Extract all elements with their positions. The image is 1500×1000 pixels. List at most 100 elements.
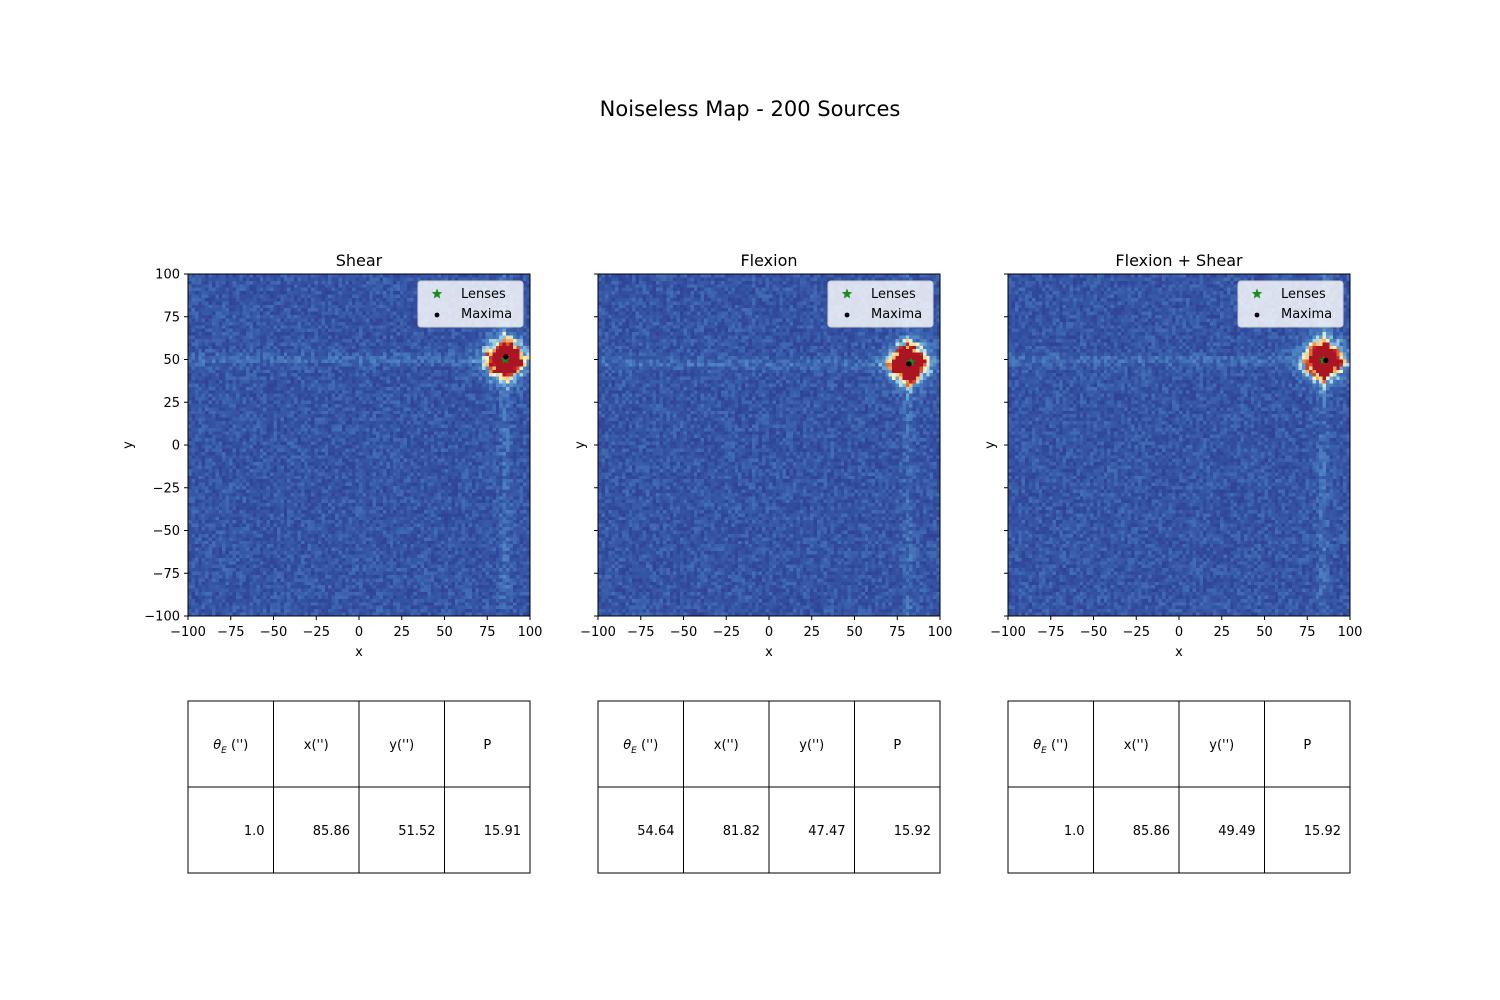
x-tick-label: −75: [627, 625, 654, 640]
heatmap-image: [1008, 274, 1350, 616]
x-tick-label: 100: [1338, 625, 1363, 640]
y-tick-label: −50: [153, 524, 180, 539]
x-tick-label: −50: [260, 625, 287, 640]
maxima-marker: [906, 361, 912, 367]
panel-title: Shear: [336, 251, 383, 270]
x-axis-label: x: [765, 645, 773, 660]
results-table: θE ('') x('') y('') P 54.64 81.82 47.47 15.92: [597, 700, 941, 874]
table-value-cell: 15.92: [1304, 824, 1341, 839]
table-cell: [1093, 786, 1180, 874]
heatmap-image: [188, 274, 530, 616]
x-tick-label: −50: [670, 625, 697, 640]
x-tick-label: 100: [928, 625, 953, 640]
table-cell: [1264, 786, 1351, 874]
x-tick-label: 0: [1175, 625, 1183, 640]
table-header-cell: P: [483, 738, 491, 753]
table-value-cell: 54.64: [637, 824, 674, 839]
results-table: θE ('') x('') y('') P 1.0 85.86 49.49 15.92: [1007, 700, 1351, 874]
table-value-cell: 81.82: [723, 824, 760, 839]
table-cell: [768, 786, 855, 874]
table-header-cell: θE (''): [213, 738, 248, 756]
table-value-cell: 85.86: [1133, 824, 1170, 839]
table-value-cell: 49.49: [1218, 824, 1255, 839]
x-tick-label: 75: [889, 625, 906, 640]
x-tick-label: −25: [1123, 625, 1150, 640]
y-tick-label: −75: [153, 567, 180, 582]
panels-group: Shear −100 −75 −50 −25 0 25 50 75 100 −100 −75 −50 −2…: [121, 251, 1362, 660]
legend-box: [827, 280, 934, 328]
table-header-cell: y(''): [1209, 738, 1234, 753]
table-header-cell: P: [893, 738, 901, 753]
y-axis-label: y: [983, 441, 998, 449]
x-tick-label: 50: [1256, 625, 1273, 640]
table-cell: [187, 786, 274, 874]
x-tick-label: 75: [479, 625, 496, 640]
x-tick-label: 50: [846, 625, 863, 640]
table-cell: [1093, 700, 1180, 788]
table-cell: [854, 700, 941, 788]
table-value-cell: 1.0: [244, 824, 265, 839]
legend-maxima-label: Maxima: [461, 307, 512, 322]
legend: Lenses Maxima: [827, 280, 934, 328]
y-tick-label: 0: [172, 439, 180, 454]
x-tick-label: 25: [1213, 625, 1230, 640]
x-axis-label: x: [355, 645, 363, 660]
table-cell: [1007, 700, 1094, 788]
table-header-cell: θE (''): [623, 738, 658, 756]
x-tick-label: 25: [393, 625, 410, 640]
legend-lenses-label: Lenses: [871, 287, 916, 302]
x-tick-label: 0: [765, 625, 773, 640]
x-tick-label: 50: [436, 625, 453, 640]
y-tick-label: −25: [153, 481, 180, 496]
panel-2: Flexion + Shear −100 −75 −50 −25 0 25 50 75 100 x y…: [983, 251, 1362, 660]
panel-1: Flexion −100 −75 −50 −25 0 25 50 75 100 x y Lenses Ma…: [573, 251, 952, 660]
x-tick-label: 0: [355, 625, 363, 640]
table-cell: [683, 786, 770, 874]
table-value-cell: 85.86: [313, 824, 350, 839]
legend-maxima-marker: [844, 312, 850, 318]
y-tick-label: 25: [163, 396, 180, 411]
y-axis-label: y: [121, 441, 136, 449]
table-cell: [1007, 786, 1094, 874]
panel-0: Shear −100 −75 −50 −25 0 25 50 75 100 −100 −75 −50 −2…: [121, 251, 542, 660]
table-cell: [444, 700, 531, 788]
heatmap-image: [598, 274, 940, 616]
x-tick-label: −75: [1037, 625, 1064, 640]
table-header-cell: x(''): [1124, 738, 1149, 753]
legend-maxima-label: Maxima: [1281, 307, 1332, 322]
figure-title: Noiseless Map - 200 Sources: [600, 97, 901, 121]
y-axis-label: y: [573, 441, 588, 449]
x-tick-label: 75: [1299, 625, 1316, 640]
table-header-cell: y(''): [799, 738, 824, 753]
table-cell: [597, 786, 684, 874]
table-value-cell: 15.92: [894, 824, 931, 839]
y-tick-label: −100: [144, 610, 180, 625]
table-header-cell: x(''): [304, 738, 329, 753]
table-cell: [358, 786, 445, 874]
table-cell: [444, 786, 531, 874]
lens-marker: [906, 357, 916, 367]
y-tick-label: 50: [163, 353, 180, 368]
table-cell: [358, 700, 445, 788]
results-table: θE ('') x('') y('') P 1.0 85.86 51.52 15.91: [187, 700, 531, 874]
legend-maxima-marker: [1254, 312, 1260, 318]
maxima-marker: [503, 354, 509, 360]
table-cell: [187, 700, 274, 788]
table-cell: [1178, 700, 1265, 788]
table-value-cell: 47.47: [808, 824, 845, 839]
table-header-cell: θE (''): [1033, 738, 1068, 756]
legend-maxima-marker: [434, 312, 440, 318]
x-tick-label: −75: [217, 625, 244, 640]
x-tick-label: 25: [803, 625, 820, 640]
legend-box: [417, 280, 524, 328]
table-value-cell: 15.91: [484, 824, 521, 839]
panel-title: Flexion + Shear: [1115, 251, 1243, 270]
table-header-cell: x(''): [714, 738, 739, 753]
x-tick-label: −25: [713, 625, 740, 640]
table-header-cell: y(''): [389, 738, 414, 753]
y-tick-label: 75: [163, 310, 180, 325]
legend-box: [1237, 280, 1344, 328]
legend: Lenses Maxima: [417, 280, 524, 328]
